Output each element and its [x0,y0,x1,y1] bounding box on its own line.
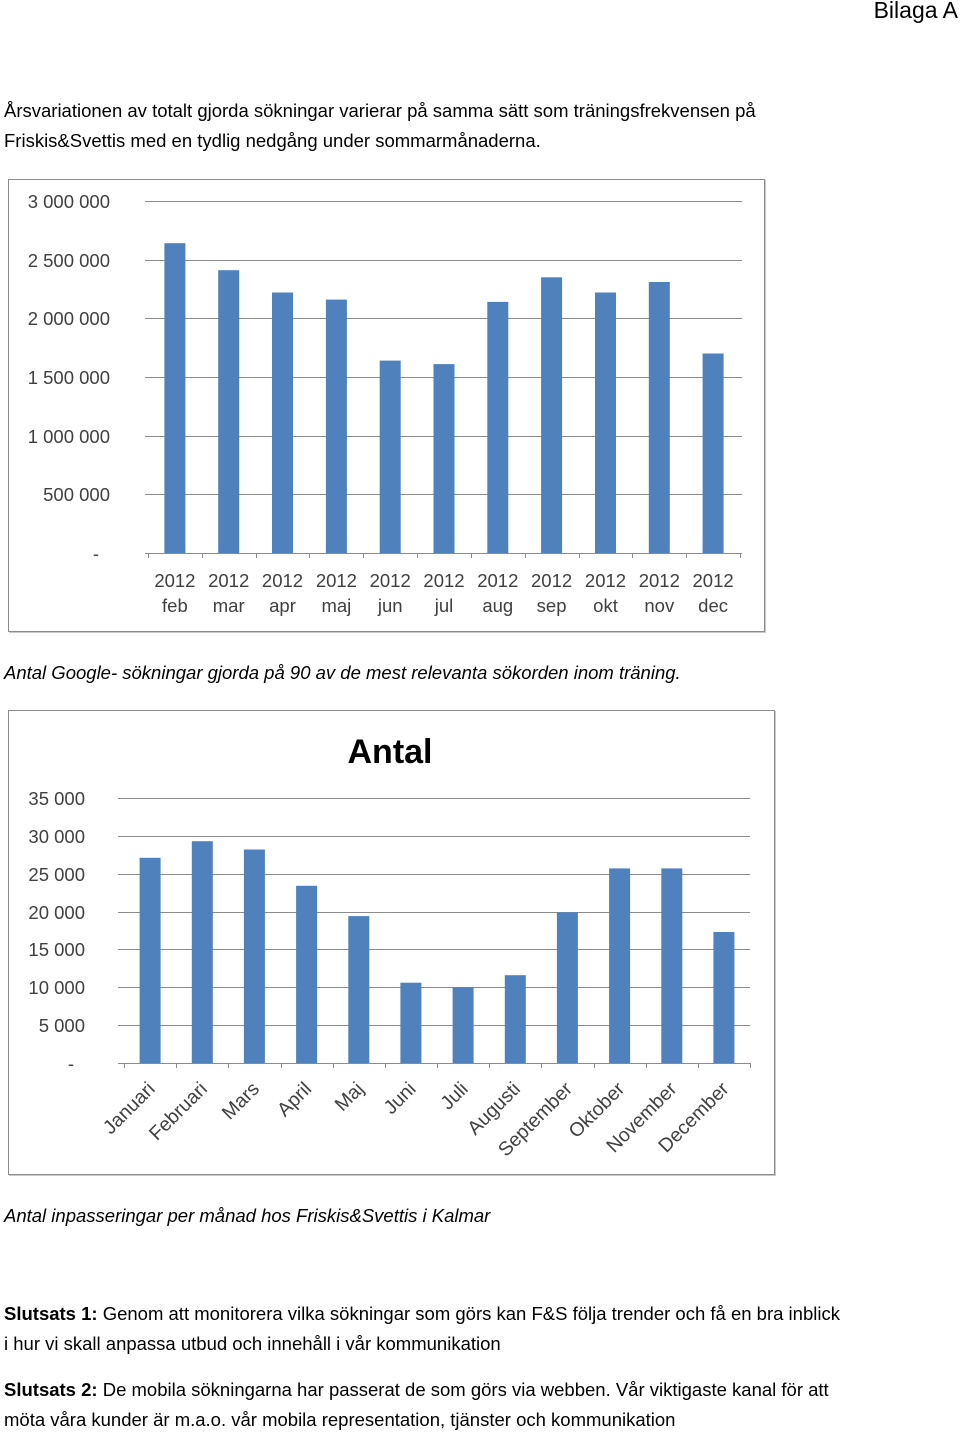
y-tick-label: 2 500 000 [28,250,110,271]
y-tick-label: 1 500 000 [28,367,110,388]
x-tick-label-line: 2012 [477,570,518,591]
x-tick-label-line: 2012 [423,570,464,591]
bar-2012-jun [379,360,401,553]
bar-november [661,868,683,1063]
bar-2012-dec [702,353,724,553]
bar-2012-jul [433,364,455,553]
x-tick-label-line: 2012 [154,570,195,591]
conclusion-1: Slutsats 1: Genom att monitorera vilka s… [4,1299,840,1359]
google-searches-chart: - 500 000 1 000 000 1 500 000 2 000 000 2 500… [8,179,765,632]
y-tick-label: 25 000 [28,864,85,885]
x-tick-label: 2012 mar [208,570,249,616]
x-tick-label: 2012 okt [585,570,626,616]
conclusion-2: Slutsats 2: De mobila sökningarna har pa… [4,1375,829,1435]
x-tick-label-line: 2012 [208,570,249,591]
x-tick-label: Juli [436,1078,472,1114]
x-tick-label: 2012 aug [477,570,518,616]
x-tick-label-line: sep [537,595,567,616]
y-tick-label: 15 000 [28,939,85,960]
x-tick-label: Mars [218,1078,264,1124]
bar-september [556,912,578,1063]
x-tick-label-line: 2012 [585,570,626,591]
bar-juni [400,982,422,1063]
y-tick-label: 35 000 [28,788,85,809]
y-tick-label: 2 000 000 [28,308,110,329]
x-tick-label: 2012 apr [262,570,303,616]
bar-augusti [504,975,526,1063]
conclusion-label: Slutsats 2: [4,1379,98,1400]
x-tick-label-line: nov [644,595,675,616]
conclusion-label: Slutsats 1: [4,1303,98,1324]
y-tick-label: 5 000 [39,1015,85,1036]
x-tick-label-line: 2012 [316,570,357,591]
conclusion-text: De mobila sökningarna har passerat de so… [102,1379,829,1400]
bar-2012-feb [164,243,186,553]
bar-2012-aug [487,301,509,553]
y-tick-label: 30 000 [28,826,85,847]
y-tick-label: - [93,543,99,564]
x-tick-label-line: mar [213,595,245,616]
bar-2012-okt [595,292,616,553]
y-tick-label: 1 000 000 [28,426,110,447]
x-tick-label-line: maj [321,595,351,616]
bar-december [713,932,735,1063]
bar-oktober [609,868,631,1063]
x-tick-label: Februari [145,1078,212,1145]
conclusion-line: Slutsats 1: Genom att monitorera vilka s… [4,1299,840,1329]
x-tick-label: 2012 jun [370,570,411,616]
x-tick-label-line: 2012 [531,570,572,591]
x-tick-label: April [273,1078,316,1121]
conclusion-text: Genom att monitorera vilka sökningar som… [102,1303,840,1324]
intro-line: Friskis&Svettis med en tydlig nedgång un… [4,130,541,151]
x-tick-label-line: feb [162,595,188,616]
google-searches-caption: Antal Google- sökningar gjorda på 90 av … [4,662,681,683]
x-tick-label-line: apr [269,595,296,616]
bar-2012-mar [218,270,240,553]
google-searches-bar-chart: - 500 000 1 000 000 1 500 000 2 000 000 2 500… [28,191,742,616]
entries-chart: Antal - 5 000 10 000 15 000 20 000 25 000 30 00… [8,710,775,1175]
x-tick-label-line: 2012 [639,570,680,591]
y-tick-label: 500 000 [43,484,110,505]
bar-2012-maj [325,299,347,553]
intro-paragraph: Årsvariationen av totalt gjorda sökninga… [4,96,756,156]
x-tick-label: 2012 sep [531,570,572,616]
x-tick-label-line: jul [434,595,454,616]
x-tick-label: 2012 nov [639,570,680,616]
x-tick-label-line: 2012 [370,570,411,591]
x-tick-label-line: dec [698,595,728,616]
x-tick-label: Juni [380,1078,421,1119]
x-tick-label-line: 2012 [262,570,303,591]
conclusion-text: möta våra kunder är m.a.o. vår mobila re… [4,1409,676,1430]
intro-line: Årsvariationen av totalt gjorda sökninga… [4,100,756,121]
x-tick-label: Maj [331,1078,369,1116]
chart-title: Antal [348,733,433,771]
y-tick-label: 20 000 [28,902,85,923]
x-tick-label-line: jun [377,595,403,616]
y-tick-label: 10 000 [28,977,85,998]
y-tick-label: - [68,1053,74,1074]
x-tick-label: 2012 dec [693,570,734,616]
x-tick-label: 2012 jul [423,570,464,616]
bar-april [296,885,318,1063]
x-tick-label-line: okt [593,595,618,616]
y-tick-label: 3 000 000 [28,191,110,212]
conclusion-text: i hur vi skall anpassa utbud och innehål… [4,1333,501,1354]
bar-mars [243,849,265,1063]
bar-2012-nov [648,282,670,553]
conclusion-line: Slutsats 2: De mobila sökningarna har pa… [4,1375,829,1405]
bar-februari [191,841,213,1063]
bar-maj [348,916,370,1063]
bar-juli [452,987,474,1063]
x-tick-label-line: 2012 [693,570,734,591]
bar-januari [139,857,161,1063]
bar-2012-sep [541,277,563,553]
appendix-label: Bilaga A [873,0,958,23]
entries-bar-chart: Antal - 5 000 10 000 15 000 20 000 25 000 30 00… [28,733,751,1161]
entries-caption: Antal inpasseringar per månad hos Friski… [4,1205,491,1226]
bar-2012-apr [272,292,293,553]
x-tick-label: 2012 feb [154,570,195,616]
x-tick-label: 2012 maj [316,570,357,616]
x-tick-label-line: aug [482,595,513,616]
